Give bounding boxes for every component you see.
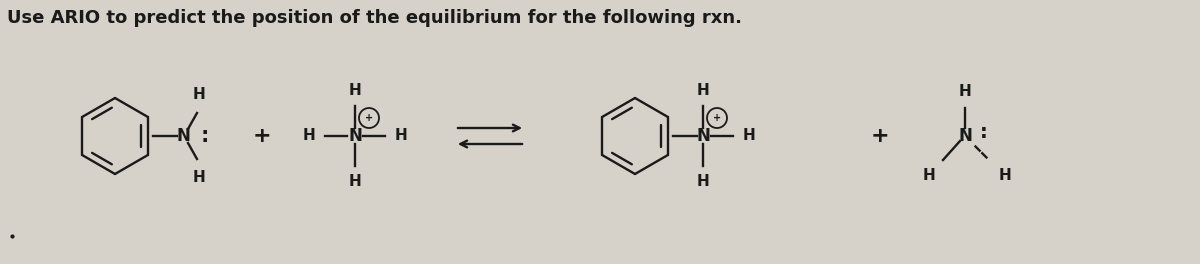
Text: H: H bbox=[743, 129, 756, 144]
Text: H: H bbox=[395, 129, 408, 144]
Text: +: + bbox=[253, 126, 271, 146]
Text: H: H bbox=[302, 129, 314, 144]
Text: N: N bbox=[348, 127, 362, 145]
Text: N: N bbox=[958, 127, 972, 145]
Text: H: H bbox=[697, 174, 709, 189]
Text: N: N bbox=[176, 127, 190, 145]
Text: H: H bbox=[923, 168, 935, 183]
Text: H: H bbox=[193, 170, 205, 185]
Text: :: : bbox=[200, 125, 209, 145]
Text: +: + bbox=[713, 113, 721, 123]
Text: N: N bbox=[696, 127, 710, 145]
Text: Use ARIO to predict the position of the equilibrium for the following rxn.: Use ARIO to predict the position of the … bbox=[7, 9, 742, 27]
Text: H: H bbox=[193, 87, 205, 102]
Text: H: H bbox=[959, 84, 971, 99]
Text: +: + bbox=[365, 113, 373, 123]
Text: H: H bbox=[998, 168, 1012, 183]
Text: H: H bbox=[349, 174, 361, 189]
Text: H: H bbox=[349, 83, 361, 98]
Text: +: + bbox=[871, 126, 889, 146]
Text: :: : bbox=[980, 122, 988, 142]
Text: H: H bbox=[697, 83, 709, 98]
